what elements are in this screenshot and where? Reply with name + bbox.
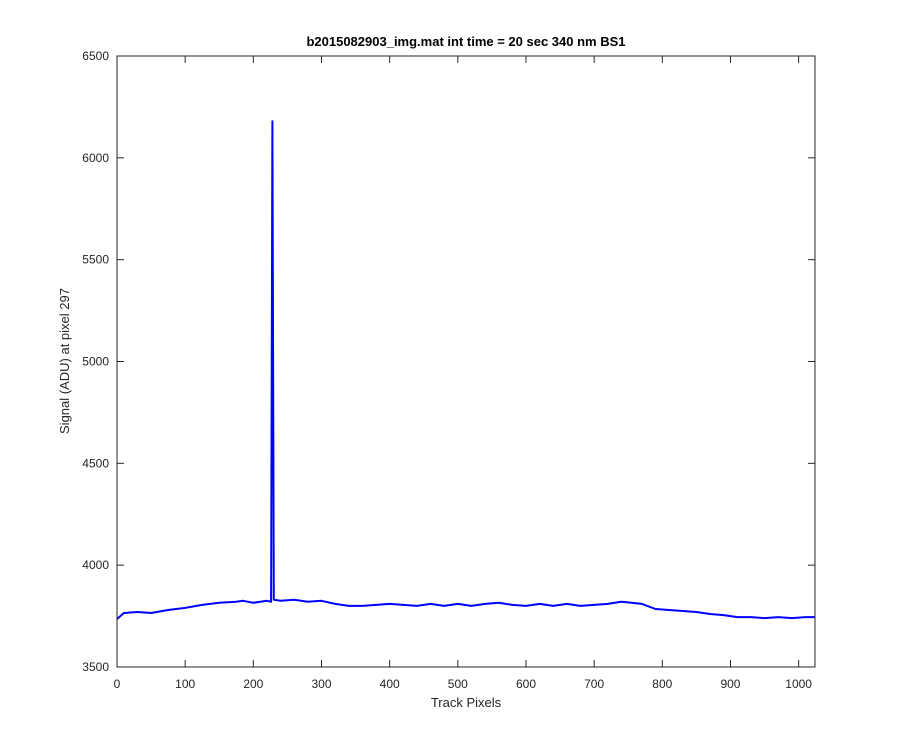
- x-tick-label: 700: [584, 677, 604, 691]
- x-tick-label: 0: [114, 677, 121, 691]
- y-tick-label: 4000: [82, 558, 109, 572]
- y-axis-label: Signal (ADU) at pixel 297: [57, 288, 72, 434]
- x-tick-label: 500: [448, 677, 468, 691]
- x-tick-label: 600: [516, 677, 536, 691]
- x-tick-label: 200: [243, 677, 263, 691]
- y-tick-label: 5000: [82, 355, 109, 369]
- chart-title: b2015082903_img.mat int time = 20 sec 34…: [306, 34, 625, 49]
- x-tick-label: 1000: [785, 677, 812, 691]
- x-tick-label: 100: [175, 677, 195, 691]
- y-tick-label: 4500: [82, 456, 109, 470]
- x-tick-label: 400: [380, 677, 400, 691]
- series-line: [116, 120, 815, 620]
- y-tick-label: 3500: [82, 660, 109, 674]
- x-tick-label: 800: [652, 677, 672, 691]
- y-tick-label: 6500: [82, 49, 109, 63]
- y-tick-label: 6000: [82, 151, 109, 165]
- x-axis-label: Track Pixels: [431, 695, 502, 710]
- y-tick-label: 5500: [82, 253, 109, 267]
- series-layer: [116, 120, 815, 620]
- plot-background: [117, 56, 815, 667]
- x-axis: 0 100 200 300 400 500 600 700 800 900 1000: [114, 56, 812, 691]
- x-tick-label: 900: [720, 677, 740, 691]
- x-tick-label: 300: [311, 677, 331, 691]
- y-axis: 3500 4000 4500 5000 5500 6000 6500: [82, 49, 815, 674]
